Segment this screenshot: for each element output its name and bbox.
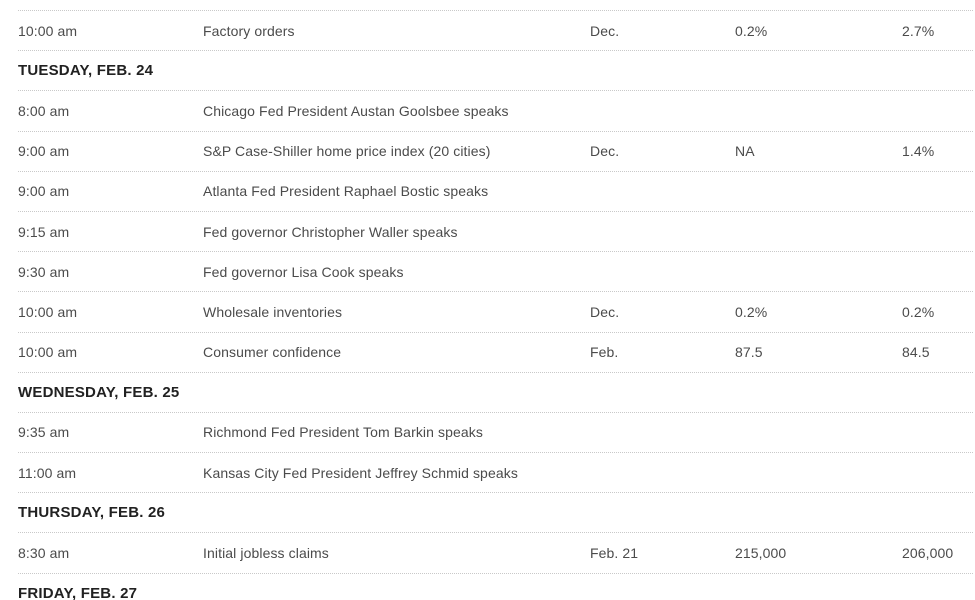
section-label: WEDNESDAY, FEB. 25 (18, 383, 180, 401)
event-period: Feb. 21 (590, 545, 639, 562)
calendar-row: 9:35 am Richmond Fed President Tom Barki… (18, 413, 973, 454)
calendar-row: 8:00 am Chicago Fed President Austan Goo… (18, 91, 973, 132)
day-section-row: THURSDAY, FEB. 26 (18, 493, 973, 534)
event-time: 10:00 am (18, 303, 78, 320)
event-report: Atlanta Fed President Raphael Bostic spe… (203, 183, 489, 200)
event-time: 9:15 am (18, 223, 70, 240)
calendar-row: 9:00 am Atlanta Fed President Raphael Bo… (18, 172, 973, 212)
event-time: 9:00 am (18, 183, 70, 200)
event-previous: 84.5 (902, 344, 930, 361)
day-section-row: WEDNESDAY, FEB. 25 (18, 373, 973, 413)
calendar-row: 8:30 am Initial jobless claims Feb. 21 2… (18, 533, 973, 574)
event-report: Fed governor Christopher Waller speaks (203, 223, 458, 240)
event-report: Richmond Fed President Tom Barkin speaks (203, 424, 483, 441)
event-time: 11:00 am (18, 464, 77, 481)
event-time: 9:35 am (18, 424, 70, 441)
calendar-row: 10:00 am Consumer confidence Feb. 87.5 8… (18, 333, 973, 373)
section-label: FRIDAY, FEB. 27 (18, 584, 138, 600)
day-section-row: TUESDAY, FEB. 24 (18, 51, 973, 92)
event-period: Dec. (590, 143, 620, 160)
event-time: 10:00 am (18, 22, 78, 39)
section-label: TUESDAY, FEB. 24 (18, 62, 154, 80)
event-period: Feb. (590, 344, 619, 361)
event-previous: 0.2% (902, 303, 935, 320)
event-period: Dec. (590, 303, 620, 320)
event-report: Wholesale inventories (203, 303, 343, 320)
event-report: Consumer confidence (203, 344, 342, 361)
event-previous: 2.7% (902, 22, 935, 39)
day-section-row: FRIDAY, FEB. 27 (18, 574, 973, 600)
event-report: S&P Case-Shiller home price index (20 ci… (203, 143, 491, 160)
event-time: 8:30 am (18, 545, 70, 562)
event-time: 9:30 am (18, 263, 70, 280)
calendar-row: 9:30 am Fed governor Lisa Cook speaks (18, 252, 973, 293)
event-report: Chicago Fed President Austan Goolsbee sp… (203, 102, 509, 119)
event-forecast: NA (735, 143, 755, 160)
calendar-row: 10:00 am Wholesale inventories Dec. 0.2%… (18, 292, 973, 333)
event-report: Kansas City Fed President Jeffrey Schmid… (203, 464, 518, 481)
event-previous: 206,000 (902, 545, 954, 562)
event-forecast: 215,000 (735, 545, 787, 562)
event-time: 9:00 am (18, 143, 70, 160)
event-report: Fed governor Lisa Cook speaks (203, 263, 404, 280)
section-label: THURSDAY, FEB. 26 (18, 504, 166, 522)
event-period: Dec. (590, 22, 620, 39)
calendar-row: 10:00 am Factory orders Dec. 0.2% 2.7% (18, 11, 973, 52)
event-forecast: 87.5 (735, 344, 763, 361)
calendar-row: 11:00 am Kansas City Fed President Jeffr… (18, 453, 973, 494)
calendar-row: 9:15 am Fed governor Christopher Waller … (18, 212, 973, 253)
event-time: 8:00 am (18, 102, 70, 119)
event-previous: 1.4% (902, 143, 935, 160)
event-forecast: 0.2% (735, 22, 768, 39)
event-report: Initial jobless claims (203, 545, 329, 562)
event-forecast: 0.2% (735, 303, 768, 320)
event-time: 10:00 am (18, 344, 78, 361)
partial-top-row (18, 0, 973, 11)
event-report: Factory orders (203, 22, 295, 39)
calendar-row: 9:00 am S&P Case-Shiller home price inde… (18, 132, 973, 172)
